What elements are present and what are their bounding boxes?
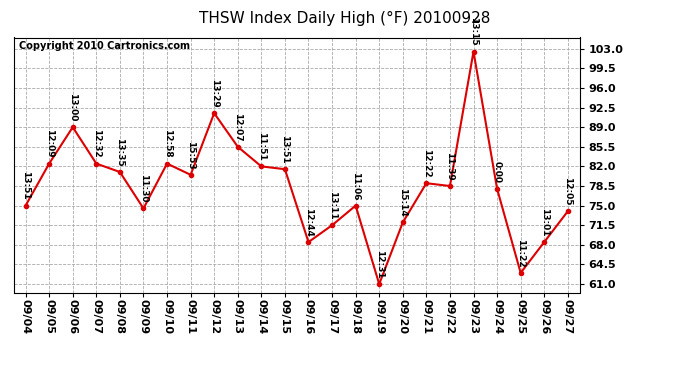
Text: 13:51: 13:51 <box>280 135 289 164</box>
Text: 12:07: 12:07 <box>233 112 242 141</box>
Text: 11:30: 11:30 <box>139 174 148 203</box>
Text: 13:51: 13:51 <box>21 171 30 200</box>
Text: 12:31: 12:31 <box>375 250 384 279</box>
Text: 13:11: 13:11 <box>328 191 337 220</box>
Text: Copyright 2010 Cartronics.com: Copyright 2010 Cartronics.com <box>19 41 190 51</box>
Text: 11:39: 11:39 <box>446 152 455 180</box>
Text: 13:15: 13:15 <box>469 17 478 46</box>
Text: 15:14: 15:14 <box>398 188 407 217</box>
Text: 11:51: 11:51 <box>257 132 266 161</box>
Text: 13:35: 13:35 <box>115 138 124 166</box>
Text: 11:22: 11:22 <box>516 239 525 267</box>
Text: 12:32: 12:32 <box>92 129 101 158</box>
Text: 13:00: 13:00 <box>68 93 77 122</box>
Text: THSW Index Daily High (°F) 20100928: THSW Index Daily High (°F) 20100928 <box>199 11 491 26</box>
Text: 12:05: 12:05 <box>563 177 572 206</box>
Text: 15:53: 15:53 <box>186 141 195 169</box>
Text: 12:22: 12:22 <box>422 149 431 178</box>
Text: 12:09: 12:09 <box>45 129 54 158</box>
Text: 13:29: 13:29 <box>210 79 219 108</box>
Text: 13:01: 13:01 <box>540 208 549 237</box>
Text: 12:58: 12:58 <box>163 129 172 158</box>
Text: 12:44: 12:44 <box>304 208 313 237</box>
Text: 0:00: 0:00 <box>493 161 502 183</box>
Text: 11:06: 11:06 <box>351 172 360 200</box>
